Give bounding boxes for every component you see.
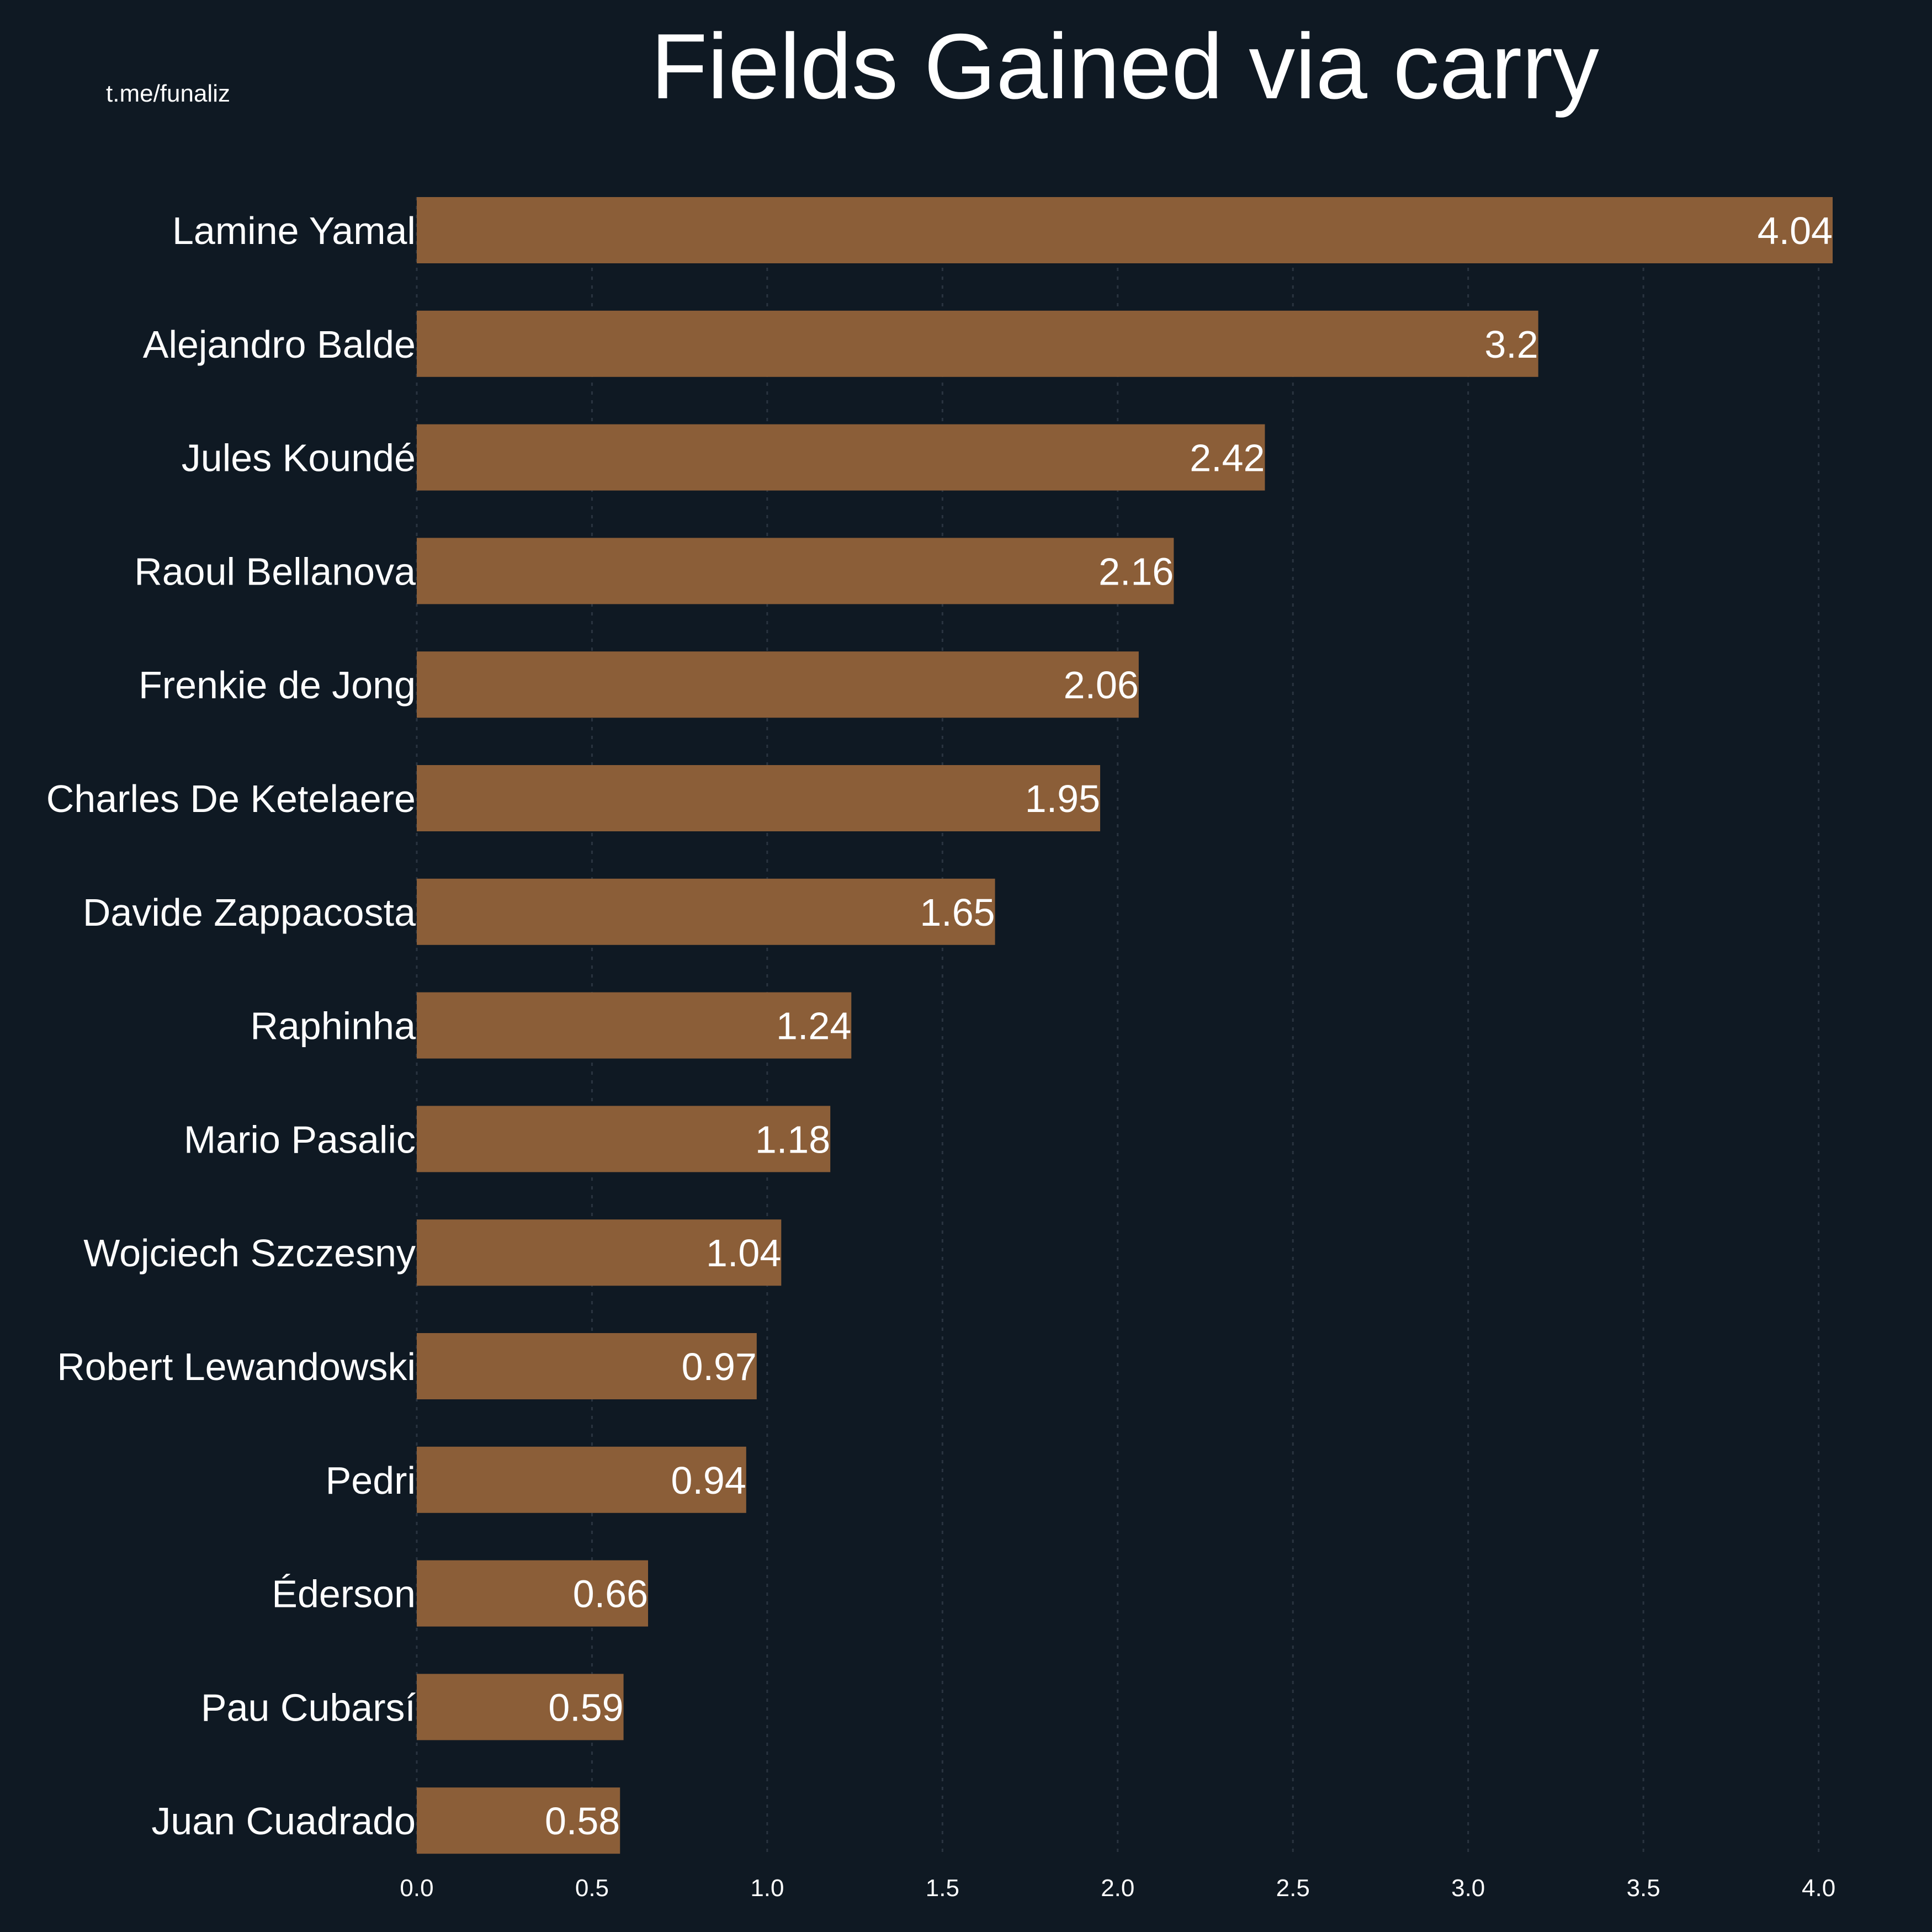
value-label: 1.18 xyxy=(755,1118,830,1161)
category-label: Mario Pasalic xyxy=(184,1118,416,1161)
bar xyxy=(417,538,1174,604)
value-label: 2.06 xyxy=(1064,664,1139,707)
category-label: Lamine Yamal xyxy=(172,209,416,252)
value-label: 4.04 xyxy=(1758,209,1833,252)
category-label: Juan Cuadrado xyxy=(151,1800,416,1843)
category-label: Charles De Ketelaere xyxy=(46,777,416,820)
x-tick-label: 1.0 xyxy=(750,1875,784,1902)
value-label: 0.58 xyxy=(545,1800,620,1843)
bar xyxy=(417,765,1101,831)
value-label: 0.97 xyxy=(682,1345,757,1388)
x-tick-label: 2.0 xyxy=(1101,1875,1134,1902)
chart-title: Fields Gained via carry xyxy=(651,14,1599,118)
x-axis-ticks: 0.0 0.5 1.0 1.5 2.0 2.5 3.0 3.5 4.0 xyxy=(400,1875,1835,1902)
category-label: Davide Zappacosta xyxy=(83,891,416,934)
bar xyxy=(417,1333,757,1399)
value-label: 3.2 xyxy=(1484,323,1538,366)
value-label: 0.66 xyxy=(573,1573,648,1616)
bar xyxy=(417,878,995,945)
value-label: 1.65 xyxy=(920,891,995,934)
x-tick-label: 2.5 xyxy=(1276,1875,1310,1902)
category-label: Raoul Bellanova xyxy=(134,550,416,593)
bar xyxy=(417,1560,649,1627)
bar xyxy=(417,1219,782,1286)
value-label: 1.95 xyxy=(1025,777,1100,820)
value-label: 1.24 xyxy=(776,1005,851,1048)
x-tick-label: 0.5 xyxy=(575,1875,609,1902)
x-tick-label: 4.0 xyxy=(1802,1875,1835,1902)
bar xyxy=(417,1674,624,1740)
value-label: 0.59 xyxy=(548,1686,623,1729)
bar xyxy=(417,651,1139,718)
watermark: t.me/funaliz xyxy=(106,80,230,107)
category-label: Alejandro Balde xyxy=(143,323,416,366)
category-label: Jules Koundé xyxy=(182,437,416,480)
category-label: Pedri xyxy=(326,1459,416,1502)
bar xyxy=(417,1446,746,1513)
bar xyxy=(417,197,1833,263)
category-label: Wojciech Szczesny xyxy=(83,1232,416,1275)
bar xyxy=(417,1106,831,1172)
bar xyxy=(417,992,852,1059)
value-label: 1.04 xyxy=(706,1232,781,1275)
category-label: Pau Cubarsí xyxy=(201,1686,416,1729)
category-labels: Lamine Yamal Alejandro Balde Jules Koundé R… xyxy=(46,209,416,1843)
category-label: Robert Lewandowski xyxy=(57,1345,416,1388)
value-label: 0.94 xyxy=(671,1459,746,1502)
x-tick-label: 0.0 xyxy=(400,1875,433,1902)
value-label: 2.42 xyxy=(1190,437,1265,480)
category-label: Éderson xyxy=(272,1573,416,1616)
bar xyxy=(417,1787,620,1854)
x-tick-label: 3.0 xyxy=(1451,1875,1485,1902)
category-label: Raphinha xyxy=(250,1005,416,1048)
bar xyxy=(417,424,1265,491)
bar xyxy=(417,310,1538,377)
value-label: 2.16 xyxy=(1098,550,1174,593)
bars xyxy=(417,197,1833,1854)
category-label: Frenkie de Jong xyxy=(139,664,416,707)
x-tick-label: 3.5 xyxy=(1627,1875,1660,1902)
x-tick-label: 1.5 xyxy=(926,1875,959,1902)
value-labels: 4.04 3.2 2.42 2.16 2.06 1.95 1.65 1.24 1.18 1.04 0… xyxy=(545,209,1833,1843)
